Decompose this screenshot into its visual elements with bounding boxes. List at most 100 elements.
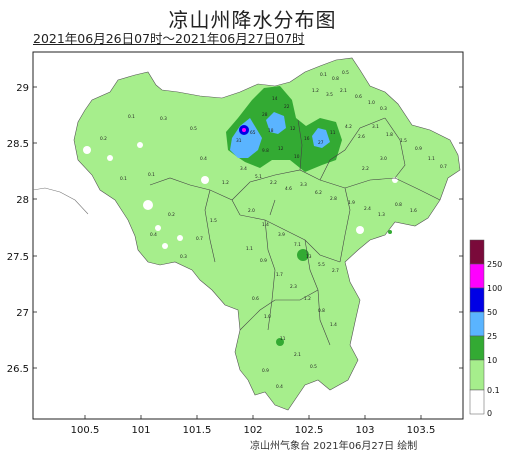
svg-text:1.2: 1.2 — [304, 296, 311, 302]
map-title: 凉山州降水分布图 — [168, 8, 337, 32]
y-tick-label: 29 — [16, 83, 29, 94]
svg-text:0.7: 0.7 — [440, 164, 447, 170]
x-tick-labels: 100.5 101 101.5 102 102.5 103 103.5 — [71, 425, 436, 436]
svg-text:0.1: 0.1 — [120, 176, 127, 182]
svg-text:0.1: 0.1 — [128, 114, 135, 120]
svg-text:0.4: 0.4 — [150, 232, 157, 238]
county-boundaries — [149, 117, 441, 346]
svg-text:0.7: 0.7 — [196, 236, 203, 242]
svg-text:1.4: 1.4 — [262, 222, 269, 228]
svg-text:65: 65 — [250, 130, 256, 136]
legend-swatch-25 — [469, 311, 485, 337]
svg-text:3.3: 3.3 — [300, 182, 307, 188]
svg-text:0.3: 0.3 — [160, 116, 167, 122]
svg-text:2.0: 2.0 — [248, 208, 255, 214]
x-tick-label: 103 — [355, 425, 374, 436]
svg-text:0.1: 0.1 — [148, 172, 155, 178]
svg-text:0.5: 0.5 — [190, 126, 197, 132]
legend-label: 0.1 — [487, 386, 500, 395]
svg-text:0.6: 0.6 — [355, 94, 362, 100]
svg-text:18: 18 — [268, 128, 274, 134]
svg-text:2.1: 2.1 — [340, 88, 347, 94]
svg-text:11: 11 — [330, 130, 336, 136]
x-tick-label: 102.5 — [295, 425, 324, 436]
svg-text:0.1: 0.1 — [320, 72, 327, 78]
svg-text:1.6: 1.6 — [410, 208, 417, 214]
legend-label: 50 — [487, 308, 497, 317]
svg-text:2.2: 2.2 — [362, 166, 369, 172]
svg-text:2.8: 2.8 — [330, 196, 337, 202]
legend-label: 10 — [487, 356, 497, 365]
map-footer: 凉山州气象台 2021年06月27日 绘制 — [250, 441, 418, 452]
svg-text:11: 11 — [280, 336, 286, 342]
legend-label: 0 — [487, 409, 492, 418]
svg-text:14: 14 — [272, 96, 278, 102]
svg-text:9.8: 9.8 — [262, 148, 269, 154]
heavy-rain-areas — [230, 112, 330, 158]
svg-text:1.0: 1.0 — [264, 314, 271, 320]
svg-text:1.4: 1.4 — [330, 322, 337, 328]
svg-text:0.8: 0.8 — [332, 76, 339, 82]
svg-text:0.9: 0.9 — [415, 146, 422, 152]
svg-text:3.1: 3.1 — [372, 124, 379, 130]
svg-text:1.3: 1.3 — [378, 212, 385, 218]
svg-text:0.2: 0.2 — [100, 136, 107, 142]
svg-text:1.1: 1.1 — [246, 246, 253, 252]
svg-text:1.7: 1.7 — [276, 272, 283, 278]
legend-swatch-100 — [469, 263, 485, 289]
svg-text:2.6: 2.6 — [358, 134, 365, 140]
svg-text:3.5: 3.5 — [326, 92, 333, 98]
svg-text:5.5: 5.5 — [318, 262, 325, 268]
svg-text:3.0: 3.0 — [380, 156, 387, 162]
svg-text:0.5: 0.5 — [310, 364, 317, 370]
y-tick-labels: 29 28.5 28 27.5 27 26.5 — [7, 83, 29, 375]
legend-swatch-50 — [469, 287, 485, 313]
legend-swatch-250 — [469, 239, 485, 265]
svg-text:1.2: 1.2 — [222, 180, 229, 186]
svg-text:0.4: 0.4 — [276, 384, 283, 390]
svg-text:2.3: 2.3 — [290, 284, 297, 290]
y-tick-label: 27 — [16, 308, 29, 319]
svg-text:2.7: 2.7 — [332, 268, 339, 274]
svg-text:1.2: 1.2 — [312, 88, 319, 94]
y-tick-label: 28.5 — [7, 139, 29, 150]
svg-text:0.6: 0.6 — [252, 296, 259, 302]
no-rain-patches — [83, 142, 398, 249]
heavy-rainstorm-areas — [242, 128, 246, 132]
svg-text:13: 13 — [306, 254, 312, 260]
svg-text:16: 16 — [304, 136, 310, 142]
legend-label: 25 — [487, 332, 497, 341]
legend-swatch-10 — [469, 335, 485, 361]
y-tick-label: 28 — [16, 195, 29, 206]
svg-text:1.0: 1.0 — [368, 100, 375, 106]
precip-region-light — [73, 57, 461, 411]
svg-text:4.6: 4.6 — [285, 186, 292, 192]
x-tick-label: 102 — [243, 425, 262, 436]
svg-text:0.9: 0.9 — [262, 368, 269, 374]
svg-text:22: 22 — [284, 104, 290, 110]
svg-text:1.5: 1.5 — [400, 138, 407, 144]
legend — [469, 239, 485, 415]
legend-swatch-0.1 — [469, 359, 485, 391]
legend-labels: 250 100 50 25 10 0.1 0 — [487, 260, 502, 418]
svg-text:0.8: 0.8 — [318, 308, 325, 314]
svg-text:7.1: 7.1 — [294, 242, 301, 248]
svg-text:12: 12 — [290, 126, 296, 132]
svg-text:12: 12 — [278, 146, 284, 152]
svg-text:3.4: 3.4 — [240, 166, 247, 172]
svg-text:2.1: 2.1 — [294, 352, 301, 358]
x-tick-label: 100.5 — [71, 425, 100, 436]
y-tick-label: 27.5 — [7, 252, 29, 263]
x-tick-label: 101.5 — [183, 425, 212, 436]
svg-text:0.3: 0.3 — [180, 254, 187, 260]
x-tick-label: 103.5 — [407, 425, 436, 436]
svg-text:0.2: 0.2 — [168, 212, 175, 218]
x-tick-label: 101 — [131, 425, 150, 436]
svg-text:0.4: 0.4 — [200, 156, 207, 162]
legend-swatch-0 — [469, 389, 485, 415]
svg-text:1.9: 1.9 — [348, 200, 355, 206]
legend-label: 100 — [487, 284, 502, 293]
svg-text:0.8: 0.8 — [395, 202, 402, 208]
